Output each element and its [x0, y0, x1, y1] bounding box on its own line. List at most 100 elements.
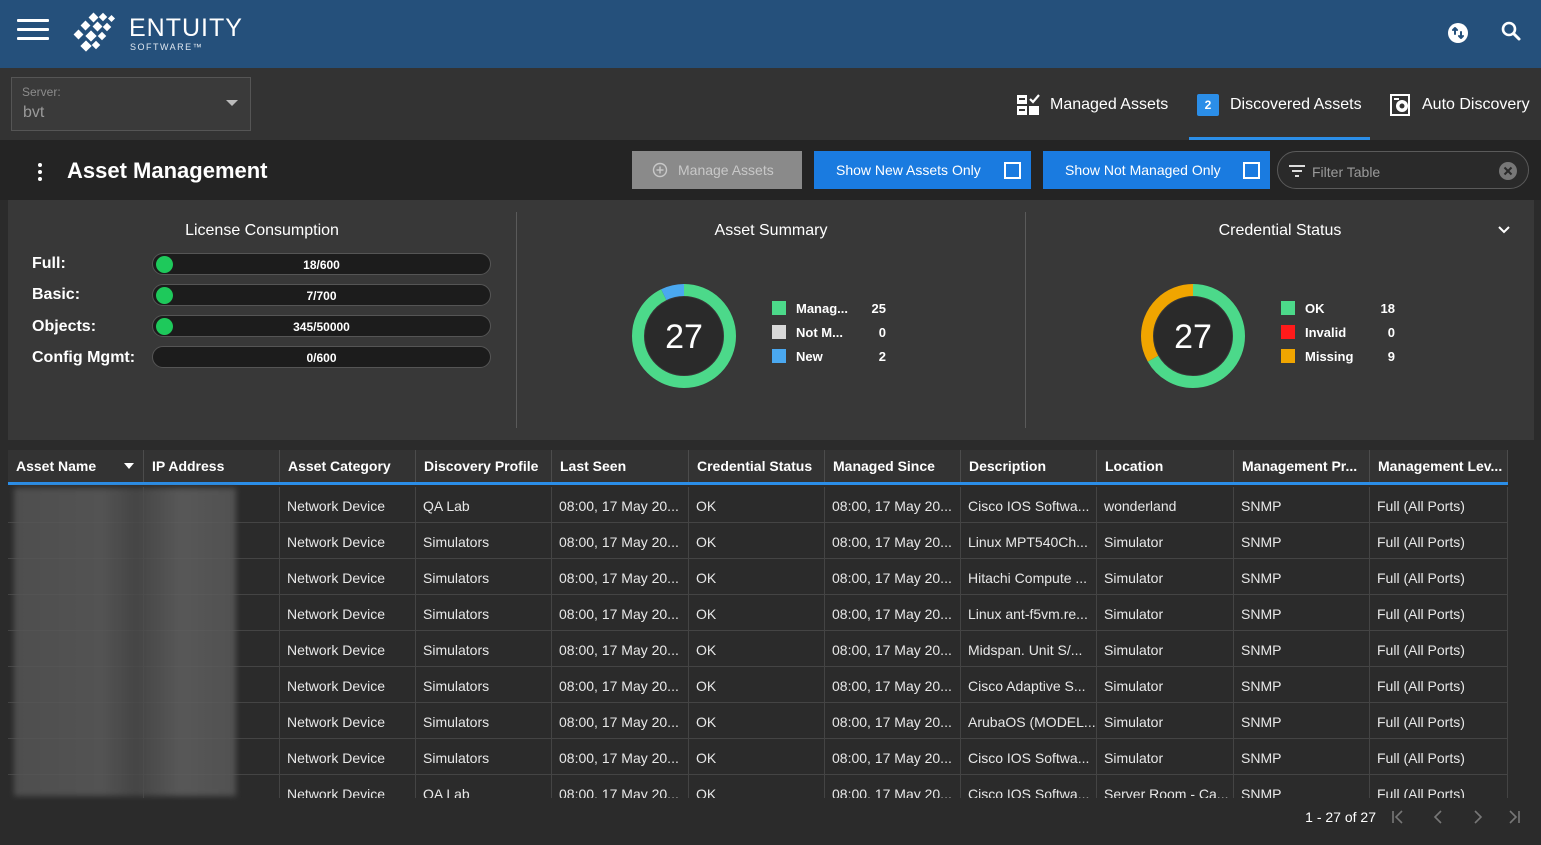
table-cell: Simulators — [416, 739, 552, 775]
tab-discovered-assets[interactable]: 2 Discovered Assets — [1189, 68, 1370, 140]
credential-status-total: 27 — [1174, 318, 1212, 356]
credential-status-legend-value: 0 — [1387, 325, 1395, 340]
table-cell: Network Device — [280, 487, 416, 523]
license-full-bar: 18/600 — [152, 253, 491, 275]
show-not-managed-checkbox[interactable] — [1243, 162, 1260, 179]
tab-discovered-assets-label: Discovered Assets — [1230, 96, 1362, 113]
column-header-last-seen[interactable]: Last Seen — [552, 450, 689, 482]
filter-table-input[interactable]: Filter Table — [1277, 151, 1529, 189]
show-not-managed-label: Show Not Managed Only — [1065, 162, 1221, 178]
table-cell — [144, 523, 280, 559]
column-header-credential-status[interactable]: Credential Status — [689, 450, 825, 482]
asset-summary-legend-value: 2 — [878, 349, 886, 364]
credential-status-legend-item: Missing 9 — [1281, 349, 1399, 365]
show-not-managed-toggle[interactable]: Show Not Managed Only — [1043, 151, 1270, 189]
table-cell: SNMP — [1234, 703, 1370, 739]
table-cell: Simulator — [1097, 523, 1234, 559]
manage-assets-label: Manage Assets — [678, 162, 774, 178]
column-header-management-lev[interactable]: Management Lev... — [1370, 450, 1508, 482]
table-cell: wonderland — [1097, 487, 1234, 523]
table-cell: Simulators — [416, 595, 552, 631]
first-page-icon[interactable] — [1388, 807, 1408, 827]
license-full-label: Full: — [32, 255, 66, 272]
show-new-assets-checkbox[interactable] — [1004, 162, 1021, 179]
more-options-icon[interactable] — [37, 163, 43, 181]
table-cell: Full (All Ports) — [1370, 523, 1508, 559]
table-cell: Cisco Adaptive S... — [961, 667, 1097, 703]
credential-status-legend-name: Missing — [1305, 349, 1354, 364]
server-value: bvt — [23, 104, 45, 121]
column-header-label: Managed Since — [833, 458, 935, 474]
server-select[interactable]: Server: bvt — [11, 77, 251, 131]
sync-icon[interactable] — [1446, 21, 1470, 45]
credential-status-legend-name: OK — [1305, 301, 1325, 316]
license-full-value: 18/600 — [303, 258, 340, 272]
table-cell: SNMP — [1234, 631, 1370, 667]
previous-page-icon[interactable] — [1428, 807, 1448, 827]
license-config-label: Config Mgmt: — [32, 349, 136, 366]
active-tab-indicator — [1189, 137, 1370, 140]
table-cell: 08:00, 17 May 20... — [825, 739, 961, 775]
column-header-managed-since[interactable]: Managed Since — [825, 450, 961, 482]
table-cell: Simulators — [416, 703, 552, 739]
redacted-region — [14, 488, 236, 796]
credential-status-legend-item: OK 18 — [1281, 301, 1399, 317]
clear-icon[interactable] — [1498, 161, 1518, 181]
table-cell: SNMP — [1234, 559, 1370, 595]
table-cell: SNMP — [1234, 739, 1370, 775]
table-row[interactable]: Network Device Simulators 08:00, 17 May 20… — [8, 739, 1508, 775]
table-cell: Midspan. Unit S/... — [961, 631, 1097, 667]
column-header-label: Asset Name — [16, 458, 97, 474]
table-cell: Network Device — [280, 667, 416, 703]
table-cell: 08:00, 17 May 20... — [825, 631, 961, 667]
license-basic-bar: 7/700 — [152, 284, 491, 306]
top-header: ENTUITY SOFTWARE™ — [0, 0, 1541, 68]
assets-table: Asset Name IP Address Asset Category Discov… — [8, 440, 1534, 837]
column-header-location[interactable]: Location — [1097, 450, 1234, 482]
table-cell: 08:00, 17 May 20... — [552, 487, 689, 523]
license-basic-label: Basic: — [32, 286, 81, 303]
column-header-ip-address[interactable]: IP Address — [144, 450, 280, 482]
tab-auto-discovery[interactable]: Auto Discovery — [1384, 68, 1534, 140]
table-row[interactable]: Network Device QA Lab 08:00, 17 May 20... O… — [8, 775, 1508, 798]
chevron-down-icon[interactable] — [1496, 222, 1512, 238]
manage-assets-button[interactable]: Manage Assets — [632, 151, 802, 189]
table-cell: 08:00, 17 May 20... — [825, 523, 961, 559]
table-cell — [144, 739, 280, 775]
table-cell — [144, 487, 280, 523]
license-config-bar: 0/600 — [152, 346, 491, 368]
table-header: Asset Name IP Address Asset Category Discov… — [8, 450, 1508, 485]
license-status-dot — [156, 256, 173, 273]
column-header-management-pr[interactable]: Management Pr... — [1234, 450, 1370, 482]
credential-status-legend-item: Invalid 0 — [1281, 325, 1399, 341]
asset-summary-legend-name: Not M... — [796, 325, 843, 340]
table-cell: Network Device — [280, 703, 416, 739]
table-row[interactable]: Network Device Simulators 08:00, 17 May 20… — [8, 667, 1508, 703]
last-page-icon[interactable] — [1504, 807, 1524, 827]
table-cell — [144, 775, 280, 798]
show-new-assets-toggle[interactable]: Show New Assets Only — [814, 151, 1031, 189]
column-header-description[interactable]: Description — [961, 450, 1097, 482]
table-cell: 08:00, 17 May 20... — [552, 703, 689, 739]
table-body: Network Device QA Lab 08:00, 17 May 20... O… — [8, 487, 1508, 798]
table-cell: SNMP — [1234, 775, 1370, 798]
table-cell: OK — [689, 667, 825, 703]
column-header-asset-name[interactable]: Asset Name — [8, 450, 144, 482]
table-cell: 08:00, 17 May 20... — [552, 667, 689, 703]
menu-icon[interactable] — [17, 19, 49, 41]
search-icon[interactable] — [1499, 19, 1523, 43]
managed-assets-icon — [1017, 94, 1040, 115]
license-status-dot — [156, 287, 173, 304]
asset-summary-legend-item: Not M... 0 — [772, 325, 890, 341]
show-new-assets-label: Show New Assets Only — [836, 162, 981, 178]
tab-managed-assets[interactable]: Managed Assets — [1010, 68, 1176, 140]
sort-down-icon[interactable] — [124, 463, 134, 469]
table-cell: Simulator — [1097, 631, 1234, 667]
column-header-label: Description — [969, 458, 1047, 474]
next-page-icon[interactable] — [1468, 807, 1488, 827]
column-header-discovery-profile[interactable]: Discovery Profile — [416, 450, 552, 482]
table-cell: Simulators — [416, 559, 552, 595]
table-cell: OK — [689, 559, 825, 595]
tab-managed-assets-label: Managed Assets — [1050, 96, 1169, 113]
column-header-asset-category[interactable]: Asset Category — [280, 450, 416, 482]
